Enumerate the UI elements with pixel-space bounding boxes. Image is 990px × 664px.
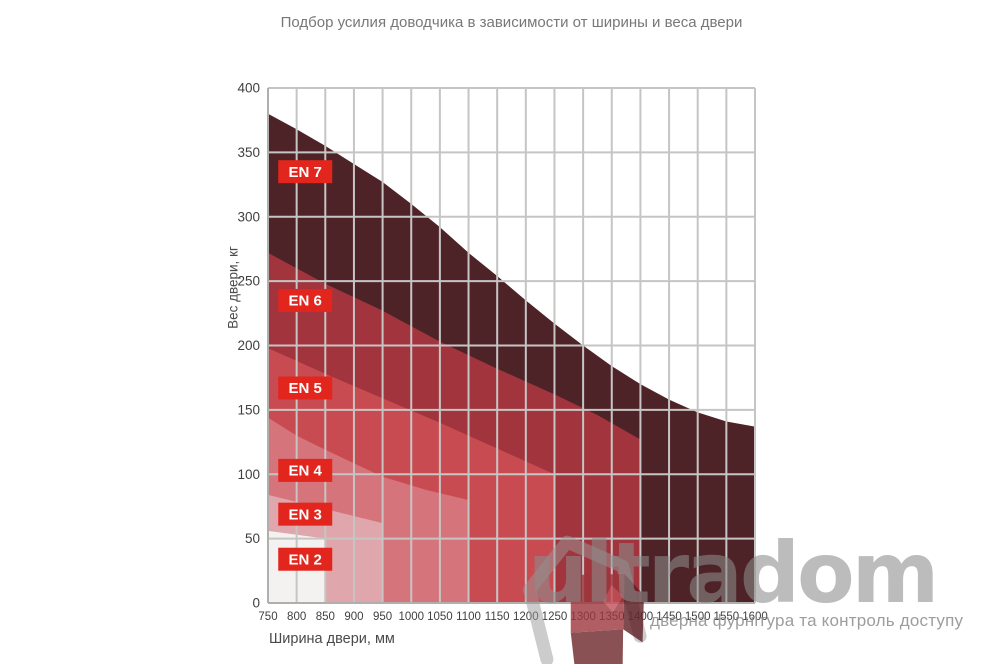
- x-tick-1350: 1350: [599, 611, 625, 623]
- zone-label-box-en-6: [278, 288, 333, 312]
- x-tick-1200: 1200: [513, 611, 539, 623]
- x-tick-900: 900: [344, 611, 363, 623]
- x-tick-750: 750: [258, 611, 277, 623]
- zone-label-en-6: EN 6: [289, 293, 322, 310]
- zone-label-en-3: EN 3: [289, 506, 322, 523]
- zone-label-box-en-2: [278, 547, 333, 571]
- x-tick-1450: 1450: [656, 611, 682, 623]
- x-tick-1600: 1600: [742, 611, 768, 623]
- x-tick-1050: 1050: [427, 611, 453, 623]
- x-tick-1100: 1100: [456, 611, 481, 623]
- x-tick-1300: 1300: [570, 611, 596, 623]
- x-tick-1150: 1150: [485, 611, 510, 623]
- y-tick-0: 0: [252, 596, 260, 611]
- x-tick-1250: 1250: [542, 611, 568, 623]
- y-tick-400: 400: [237, 81, 260, 96]
- page-title: Подбор усилия доводчика в зависимости от…: [280, 14, 743, 31]
- zone-label-en-4: EN 4: [289, 463, 323, 480]
- y-tick-300: 300: [237, 209, 260, 224]
- zone-label-box-en-5: [278, 376, 333, 400]
- x-axis-label: Ширина двери, мм: [269, 631, 395, 647]
- y-tick-150: 150: [237, 402, 260, 417]
- y-tick-200: 200: [237, 338, 260, 353]
- y-tick-350: 350: [237, 145, 260, 160]
- zone-label-en-2: EN 2: [289, 551, 322, 568]
- zone-label-en-7: EN 7: [289, 164, 322, 181]
- y-tick-50: 50: [245, 531, 260, 546]
- x-tick-1550: 1550: [714, 611, 740, 623]
- zone-label-box-en-3: [278, 502, 333, 526]
- zone-label-box-en-4: [278, 458, 333, 482]
- x-tick-1000: 1000: [398, 611, 424, 623]
- x-tick-850: 850: [316, 611, 335, 623]
- x-tick-800: 800: [287, 611, 306, 623]
- x-tick-1500: 1500: [685, 611, 711, 623]
- y-tick-250: 250: [237, 274, 260, 289]
- x-tick-1400: 1400: [628, 611, 654, 623]
- zone-label-en-5: EN 5: [289, 380, 322, 397]
- x-tick-950: 950: [373, 611, 392, 623]
- y-tick-100: 100: [237, 467, 260, 482]
- y-axis-label: Вес двери, кг: [225, 246, 241, 329]
- zone-labels: EN 7 EN 6 EN 5 EN 4 EN 3 EN 2: [278, 160, 333, 571]
- zones: [268, 113, 755, 604]
- zone-label-box-en-7: [278, 160, 333, 184]
